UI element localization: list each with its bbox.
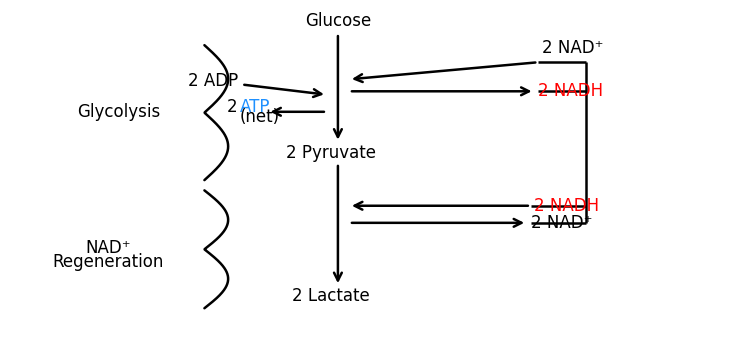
Text: 2: 2	[227, 98, 238, 116]
Text: (net): (net)	[240, 108, 280, 126]
Text: 2 NAD⁺: 2 NAD⁺	[542, 39, 603, 57]
Text: Regeneration: Regeneration	[53, 253, 164, 271]
Text: 2 NAD⁺: 2 NAD⁺	[531, 214, 592, 232]
Text: 2 NADH: 2 NADH	[538, 82, 603, 100]
Text: 2 Lactate: 2 Lactate	[292, 287, 370, 305]
Text: ATP: ATP	[240, 98, 271, 116]
Text: 2 ADP: 2 ADP	[188, 72, 238, 90]
Text: 2 Pyruvate: 2 Pyruvate	[286, 144, 376, 162]
Text: NAD⁺: NAD⁺	[86, 239, 130, 258]
Text: 2 NADH: 2 NADH	[535, 197, 599, 215]
Text: Glucose: Glucose	[304, 12, 371, 30]
Text: Glycolysis: Glycolysis	[77, 103, 160, 121]
